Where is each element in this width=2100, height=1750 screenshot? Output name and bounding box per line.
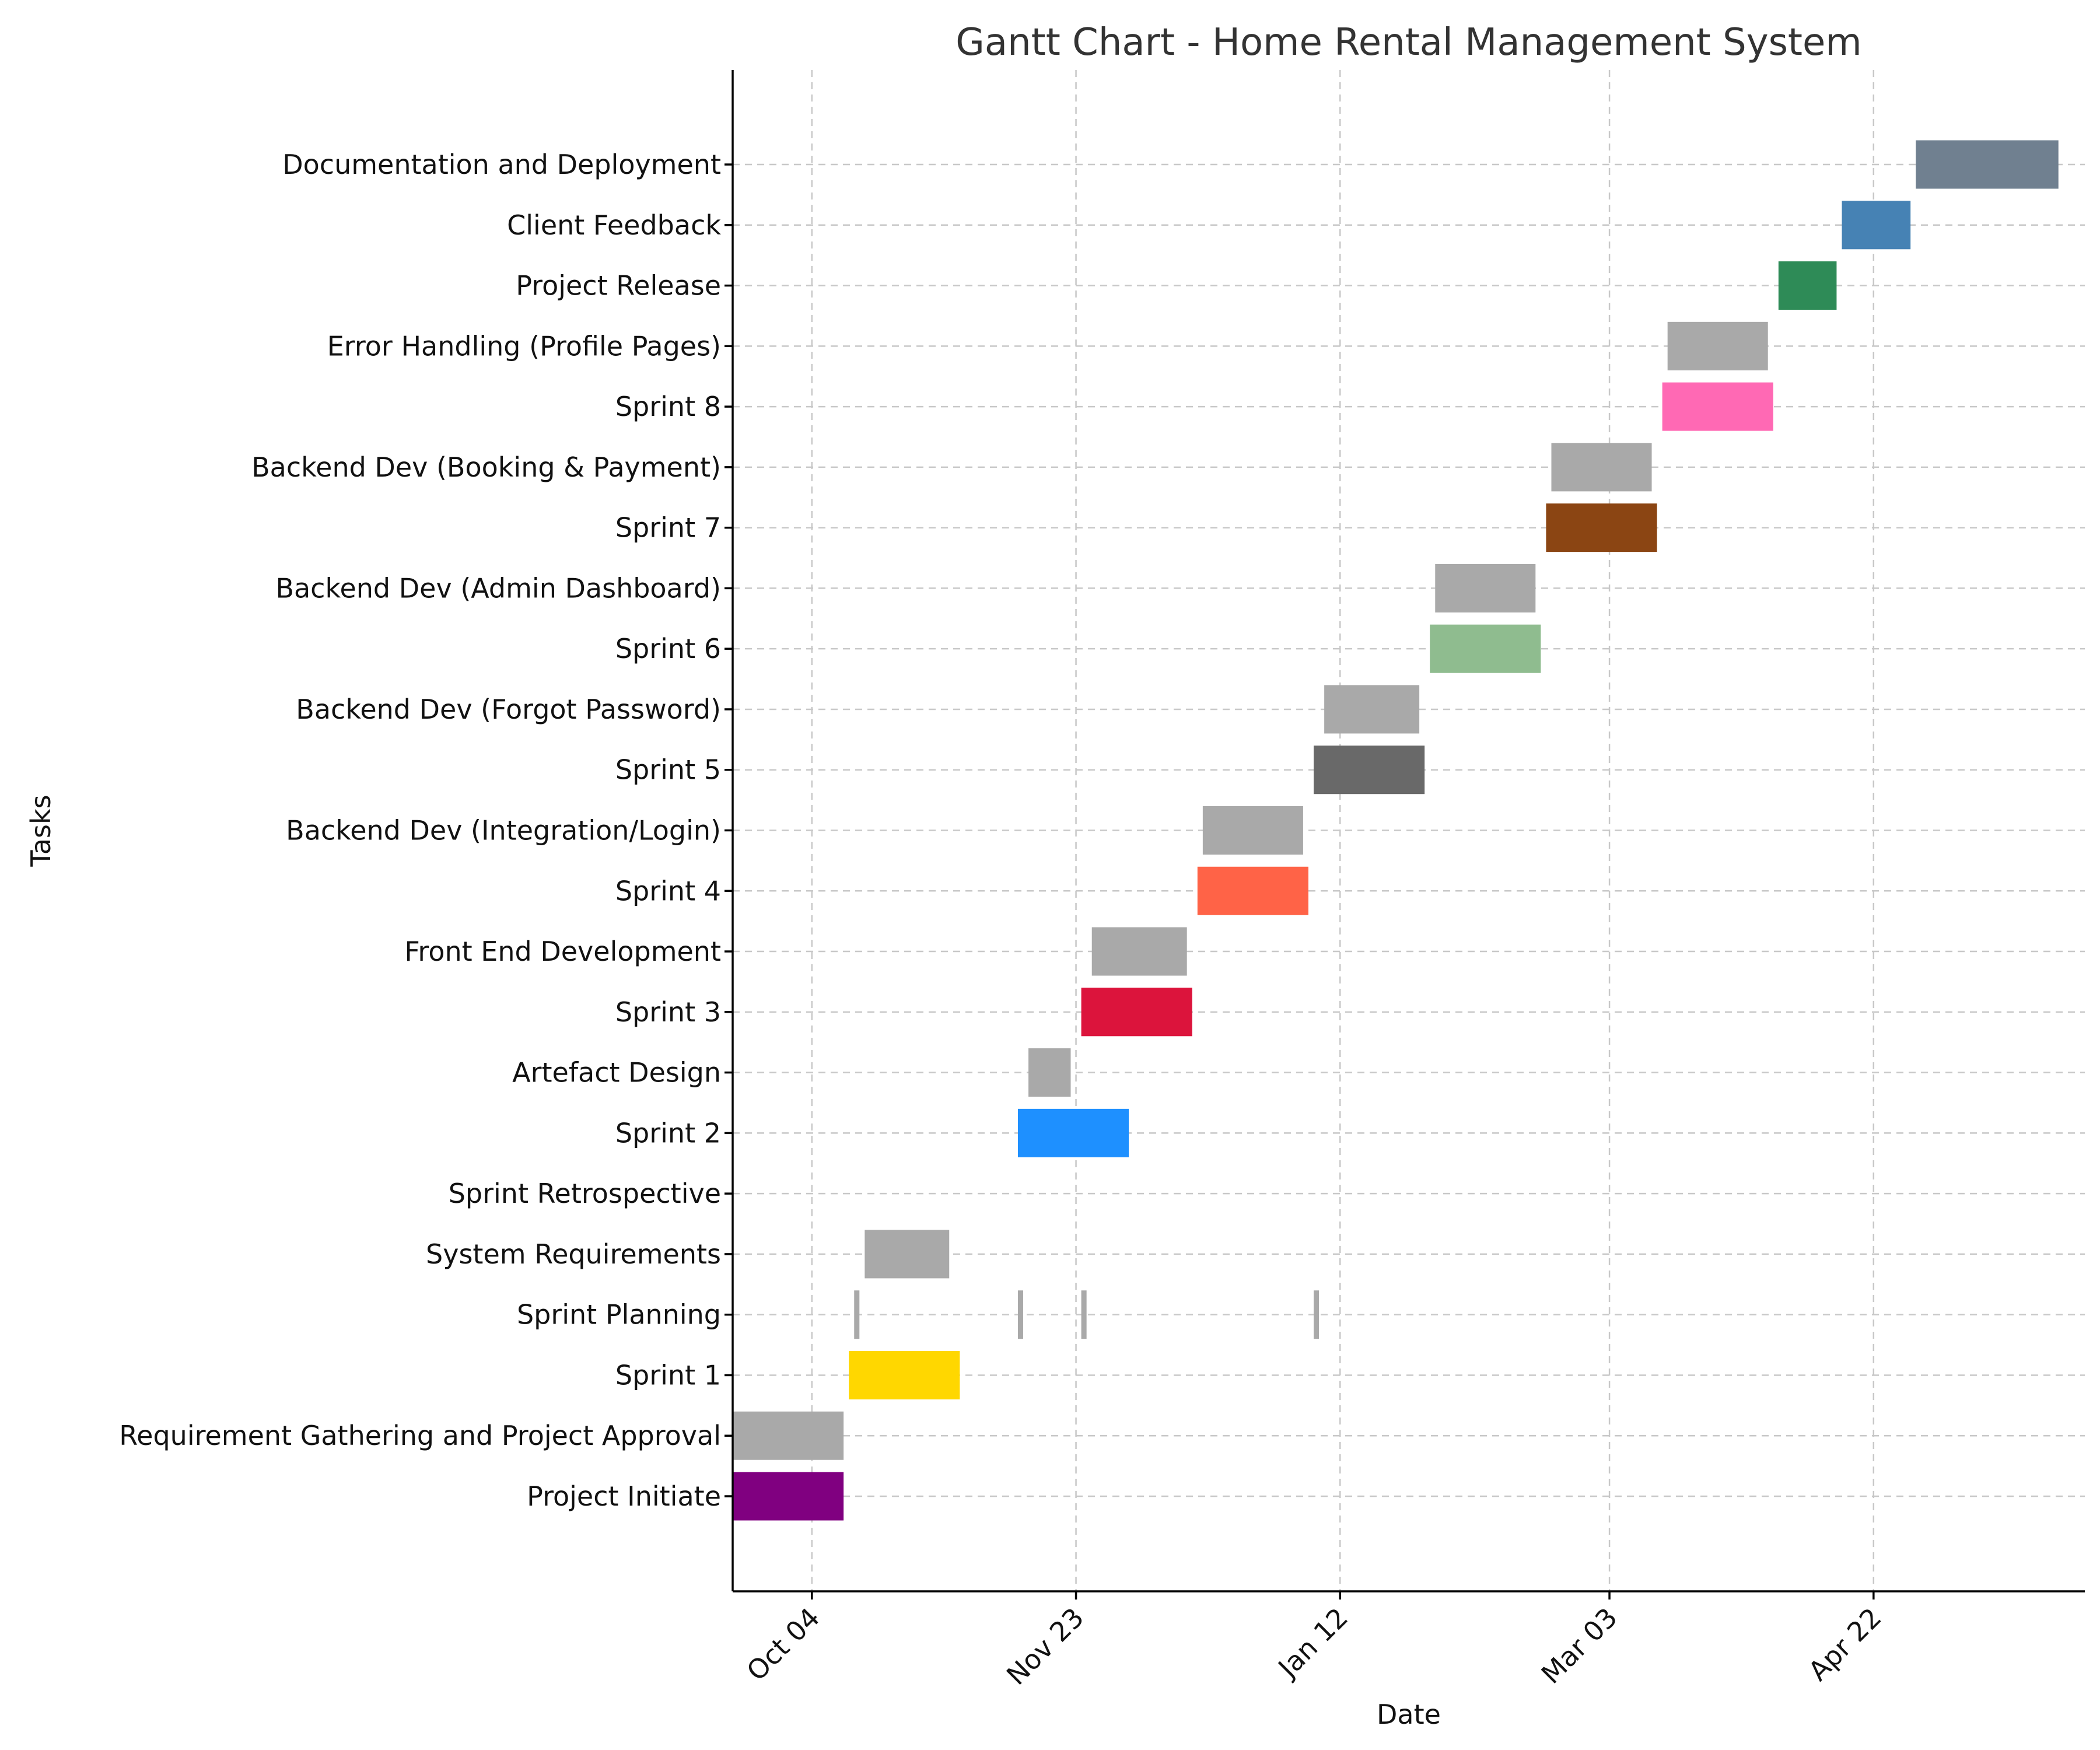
y-axis-label: Tasks — [25, 794, 57, 867]
task-bar — [1546, 503, 1657, 552]
task-bar — [1081, 1290, 1087, 1339]
grid-lines — [733, 70, 2085, 1591]
task-label: Sprint 1 — [615, 1359, 721, 1391]
chart-title: Gantt Chart - Home Rental Management Sys… — [956, 21, 1861, 64]
task-bar — [1028, 1048, 1071, 1097]
task-label: Artefact Design — [512, 1057, 721, 1088]
task-bar — [1430, 624, 1541, 673]
task-bar — [1324, 685, 1420, 734]
task-label: Requirement Gathering and Project Approv… — [119, 1420, 721, 1451]
task-bar — [1091, 927, 1187, 976]
task-bar — [733, 1472, 844, 1521]
task-label: Sprint Planning — [517, 1299, 721, 1331]
task-label: Sprint 8 — [615, 391, 721, 422]
task-bar — [1916, 140, 2059, 189]
task-label: Backend Dev (Booking & Payment) — [251, 452, 721, 483]
task-label: Sprint 5 — [615, 754, 721, 786]
task-label: Sprint 6 — [615, 633, 721, 664]
task-label: Project Initiate — [527, 1480, 721, 1512]
x-axis-label: Date — [1377, 1699, 1441, 1730]
task-bar — [1017, 1290, 1024, 1339]
task-label: System Requirements — [426, 1238, 721, 1270]
task-bar — [1662, 382, 1773, 431]
task-bar — [1314, 1290, 1320, 1339]
task-label: Sprint 7 — [615, 512, 721, 544]
task-label: Sprint Retrospective — [449, 1178, 721, 1209]
task-label: Backend Dev (Admin Dashboard) — [275, 572, 721, 604]
task-bar — [1314, 746, 1425, 794]
task-bars — [733, 140, 2059, 1521]
task-bar — [1081, 988, 1192, 1037]
task-label: Error Handling (Profile Pages) — [327, 330, 721, 362]
task-bar — [1842, 201, 1911, 250]
task-label: Backend Dev (Integration/Login) — [286, 815, 721, 846]
task-bar — [1197, 866, 1308, 915]
task-bar — [733, 1411, 844, 1460]
task-label: Sprint 4 — [615, 875, 721, 907]
task-label: Documentation and Deployment — [282, 149, 721, 180]
task-bar — [1551, 443, 1652, 492]
task-bar — [1778, 261, 1837, 310]
task-label: Backend Dev (Forgot Password) — [296, 694, 721, 725]
task-label: Front End Development — [404, 936, 721, 967]
y-axis-ticks: Project Initiate Requirement Gathering an… — [119, 149, 733, 1512]
task-label: Sprint 3 — [615, 996, 721, 1028]
task-label: Client Feedback — [507, 209, 721, 241]
task-bar — [849, 1350, 960, 1399]
task-bar — [1667, 321, 1768, 370]
task-label: Project Release — [516, 270, 721, 302]
task-bar — [854, 1290, 860, 1339]
task-label: Sprint 2 — [615, 1117, 721, 1149]
task-bar — [1202, 806, 1303, 855]
task-bar — [864, 1230, 950, 1279]
task-bar — [1435, 564, 1536, 612]
task-bar — [1017, 1108, 1129, 1157]
